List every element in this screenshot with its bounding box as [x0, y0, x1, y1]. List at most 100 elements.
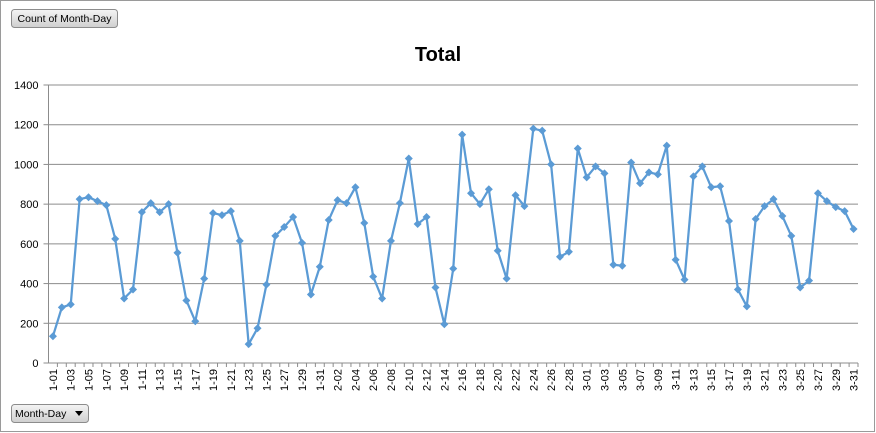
x-tick-label: 1-09 — [119, 369, 131, 391]
data-marker — [404, 154, 413, 163]
data-marker — [769, 195, 778, 204]
x-tick-label: 3-13 — [688, 369, 700, 391]
data-marker — [93, 197, 102, 206]
field-button[interactable] — [11, 9, 118, 28]
data-marker — [484, 185, 493, 194]
data-marker — [342, 199, 351, 208]
y-tick-label: 1000 — [14, 159, 38, 171]
x-tick-label: 3-25 — [795, 369, 807, 391]
x-tick-label: 2-20 — [493, 369, 505, 391]
data-marker — [422, 213, 431, 222]
x-tick-label: 3-31 — [849, 369, 861, 391]
data-marker — [644, 168, 653, 177]
data-marker — [200, 274, 209, 283]
data-marker — [155, 208, 164, 217]
x-tick-label: 2-10 — [404, 369, 416, 391]
x-tick-label: 2-22 — [511, 369, 523, 391]
x-tick-label: 2-24 — [528, 369, 540, 391]
data-marker — [787, 231, 796, 240]
x-tick-label: 3-27 — [813, 369, 825, 391]
axis-field-button[interactable] — [11, 404, 89, 423]
data-marker — [449, 264, 458, 273]
data-marker — [467, 189, 476, 198]
data-marker — [849, 224, 858, 233]
x-tick-label: 2-06 — [368, 369, 380, 391]
data-marker — [760, 202, 769, 211]
data-marker — [315, 262, 324, 271]
data-marker — [253, 324, 262, 333]
data-marker — [395, 199, 404, 208]
x-tick-label: 3-07 — [635, 369, 647, 391]
data-marker — [386, 236, 395, 245]
x-tick-label: 1-15 — [172, 369, 184, 391]
x-tick-label: 3-01 — [582, 369, 594, 391]
data-marker — [564, 247, 573, 256]
data-marker — [778, 212, 787, 221]
data-marker — [547, 160, 556, 169]
data-marker — [591, 162, 600, 171]
data-marker — [751, 215, 760, 224]
x-tick-label: 3-21 — [760, 369, 772, 391]
data-marker — [680, 275, 689, 284]
data-marker — [600, 169, 609, 178]
data-marker — [324, 216, 333, 225]
data-marker — [111, 234, 120, 243]
x-tick-label: 3-09 — [653, 369, 665, 391]
y-tick-label: 800 — [20, 199, 38, 211]
data-marker — [689, 172, 698, 181]
x-tick-label: 3-11 — [671, 369, 683, 390]
data-marker — [822, 197, 831, 206]
data-marker — [840, 207, 849, 216]
x-tick-label: 3-29 — [831, 369, 843, 391]
data-marker — [636, 179, 645, 188]
data-marker — [662, 141, 671, 150]
x-tick-label: 2-12 — [422, 369, 434, 391]
data-marker — [226, 207, 235, 216]
data-marker — [413, 220, 422, 228]
x-tick-label: 1-07 — [101, 369, 113, 391]
x-tick-label: 1-01 — [48, 369, 60, 391]
x-tick-label: 2-08 — [386, 369, 398, 391]
data-marker — [57, 303, 66, 312]
data-marker — [271, 231, 280, 240]
data-marker — [262, 280, 271, 289]
x-tick-label: 1-23 — [244, 369, 256, 391]
data-marker — [306, 290, 315, 299]
data-marker — [431, 283, 440, 292]
x-tick-label: 1-11 — [137, 369, 149, 390]
x-tick-label: 1-13 — [155, 369, 167, 391]
x-tick-label: 2-28 — [564, 369, 576, 391]
data-marker — [164, 200, 173, 209]
data-marker — [538, 126, 547, 135]
data-marker — [458, 130, 467, 139]
data-marker — [609, 260, 618, 269]
data-marker — [244, 340, 253, 349]
x-tick-label: 2-16 — [457, 369, 469, 391]
y-tick-label: 1200 — [14, 120, 38, 132]
data-marker — [173, 248, 182, 257]
data-marker — [716, 182, 725, 191]
field-button-label: Count of Month-Day — [18, 13, 113, 25]
x-tick-label: 1-29 — [297, 369, 309, 391]
data-marker — [520, 202, 529, 211]
data-marker — [831, 203, 840, 212]
data-marker — [733, 285, 742, 294]
dropdown-arrow — [75, 411, 83, 416]
chart-title: Total — [415, 44, 461, 66]
x-tick-label: 3-05 — [617, 369, 629, 391]
data-marker — [369, 272, 378, 281]
data-marker — [511, 191, 520, 200]
data-marker — [129, 285, 138, 294]
x-tick-label: 2-02 — [333, 369, 345, 391]
data-marker — [351, 183, 360, 192]
x-tick-label: 3-15 — [706, 369, 718, 391]
data-marker — [48, 332, 57, 341]
x-tick-label: 2-14 — [439, 369, 451, 391]
x-tick-label: 1-05 — [84, 369, 96, 391]
data-marker — [502, 274, 511, 283]
y-tick-label: 0 — [32, 358, 38, 370]
data-marker — [298, 238, 307, 247]
data-marker — [235, 236, 244, 245]
x-tick-label: 2-18 — [475, 369, 487, 391]
data-marker — [182, 296, 191, 305]
